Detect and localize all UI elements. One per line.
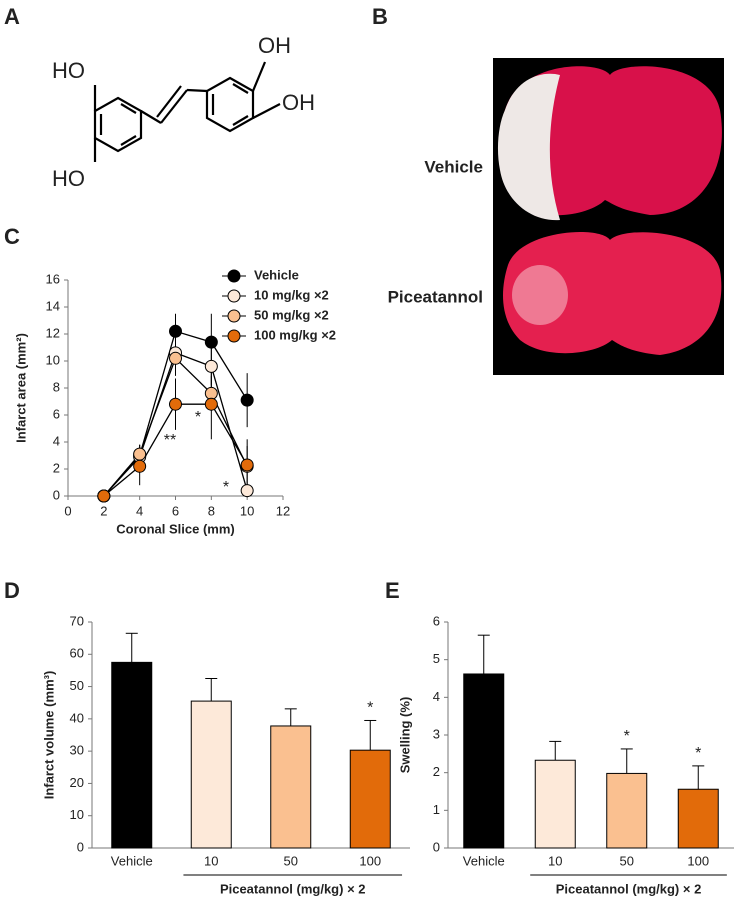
- significance: *: [624, 728, 630, 745]
- legend-label: 10 mg/kg ×2: [254, 287, 329, 302]
- y-tick-label: 12: [46, 325, 60, 340]
- significance: *: [695, 745, 701, 762]
- bar: [534, 759, 576, 849]
- data-point: [240, 393, 254, 407]
- x-tick-label: 0: [64, 503, 71, 518]
- x-tick-label: Vehicle: [111, 853, 153, 868]
- bar: [463, 673, 505, 849]
- annotation: *: [195, 409, 201, 426]
- data-point: [133, 459, 147, 473]
- y-tick-label: 5: [433, 651, 440, 666]
- data-point: [169, 324, 182, 338]
- y-tick-label: 10: [46, 352, 60, 367]
- y-tick-label: 0: [433, 839, 440, 854]
- x-tick-label: 100: [359, 853, 381, 868]
- legend-label: 100 mg/kg ×2: [254, 327, 336, 342]
- y-tick-label: 20: [70, 775, 84, 790]
- x-tick-label: 100: [687, 853, 709, 868]
- y-tick-label: 50: [70, 678, 84, 693]
- y-tick-label: 30: [70, 743, 84, 758]
- bar: [606, 772, 648, 849]
- x-tick-label: Vehicle: [463, 853, 505, 868]
- y-tick-label: 70: [70, 613, 84, 628]
- bar: [111, 661, 153, 849]
- y-axis-label: Swelling (%): [397, 697, 412, 774]
- panel-label: C: [4, 224, 20, 249]
- chem-label: OH: [282, 90, 315, 115]
- legend-marker: [227, 329, 241, 343]
- y-axis-label: Infarct area (mm²): [13, 333, 28, 443]
- bar: [677, 788, 719, 849]
- x-tick-label: 6: [172, 503, 179, 518]
- y-tick-label: 8: [53, 379, 60, 394]
- panel-label: A: [4, 4, 20, 29]
- y-tick-label: 3: [433, 726, 440, 741]
- brain-images: [493, 58, 724, 375]
- legend-label: 50 mg/kg ×2: [254, 307, 329, 322]
- y-tick-label: 40: [70, 710, 84, 725]
- chem-label: HO: [52, 166, 85, 191]
- y-tick-label: 16: [46, 271, 60, 286]
- panel-label: B: [372, 4, 388, 29]
- x-tick-label: 10: [240, 503, 254, 518]
- legend-marker: [227, 289, 241, 303]
- data-point: [240, 458, 254, 472]
- bar: [190, 700, 232, 849]
- y-tick-label: 1: [433, 802, 440, 817]
- annotation: **: [164, 432, 176, 449]
- y-tick-label: 2: [53, 460, 60, 475]
- bar: [349, 749, 391, 849]
- group-label: Piceatannol (mg/kg) × 2: [220, 881, 366, 896]
- x-tick-label: 50: [620, 853, 634, 868]
- data-point: [169, 397, 182, 411]
- y-tick-label: 14: [46, 298, 60, 313]
- x-tick-label: 10: [204, 853, 218, 868]
- y-tick-label: 10: [70, 807, 84, 822]
- y-tick-label: 6: [53, 406, 60, 421]
- y-tick-label: 0: [77, 839, 84, 854]
- legend-marker: [227, 309, 241, 323]
- x-tick-label: 12: [276, 503, 290, 518]
- data-point: [204, 397, 218, 411]
- data-point: [133, 447, 147, 461]
- legend-marker: [227, 269, 241, 283]
- group-label: Piceatannol (mg/kg) × 2: [556, 881, 702, 896]
- y-tick-label: 0: [53, 487, 60, 502]
- chemical-structure: [93, 61, 281, 162]
- y-tick-label: 4: [433, 689, 440, 704]
- y-tick-label: 4: [53, 433, 60, 448]
- x-tick-label: 2: [100, 503, 107, 518]
- data-point: [97, 489, 111, 503]
- data-point: [169, 351, 182, 365]
- x-tick-label: 50: [284, 853, 298, 868]
- panel-label: E: [385, 578, 400, 603]
- image-label: Vehicle: [424, 157, 483, 176]
- data-point: [204, 386, 218, 400]
- y-tick-label: 6: [433, 613, 440, 628]
- legend-label: Vehicle: [254, 267, 299, 282]
- annotation: *: [223, 479, 229, 496]
- significance: *: [367, 700, 373, 717]
- image-label: Piceatannol: [388, 287, 483, 306]
- panel-label: D: [4, 578, 20, 603]
- y-axis-label: Infarct volume (mm³): [41, 671, 56, 800]
- chem-label: OH: [258, 33, 291, 58]
- bar: [270, 725, 312, 849]
- chem-label: HO: [52, 58, 85, 83]
- y-tick-label: 2: [433, 764, 440, 779]
- x-tick-label: 8: [208, 503, 215, 518]
- data-point: [204, 359, 218, 373]
- x-tick-label: 4: [136, 503, 143, 518]
- y-tick-label: 60: [70, 646, 84, 661]
- data-point: [240, 484, 254, 498]
- x-tick-label: 10: [548, 853, 562, 868]
- data-point: [204, 335, 218, 349]
- x-axis-label: Coronal Slice (mm): [116, 521, 234, 536]
